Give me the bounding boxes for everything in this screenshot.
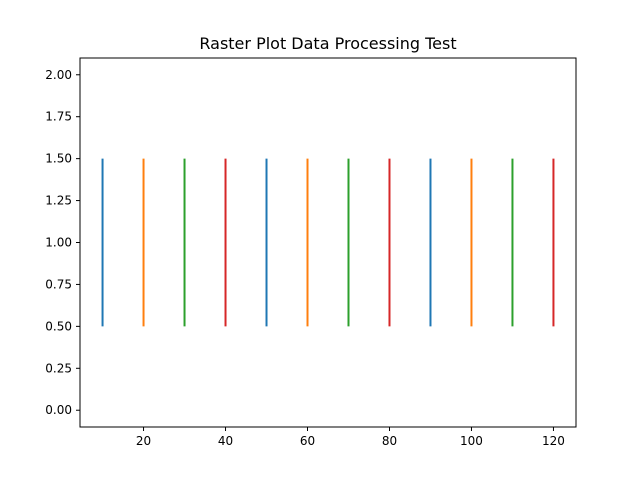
event-lines	[101, 158, 555, 327]
chart-title: Raster Plot Data Processing Test	[199, 34, 456, 53]
y-tick-label: 0.00	[45, 403, 72, 417]
y-tick-label: 1.50	[45, 152, 72, 166]
y-tick-label: 1.25	[45, 194, 72, 208]
y-tick-label: 0.50	[45, 319, 72, 333]
x-tick-label: 60	[300, 434, 315, 448]
plot-frame	[79, 57, 577, 428]
x-tick-label: 80	[382, 434, 397, 448]
x-tick-label: 120	[542, 434, 565, 448]
x-tick-label: 20	[136, 434, 151, 448]
x-axis-ticks: 20 40 60 80 100 120	[136, 427, 565, 448]
y-tick-label: 0.25	[45, 361, 72, 375]
y-tick-label: 1.00	[45, 236, 72, 250]
y-tick-label: 0.75	[45, 277, 72, 291]
y-tick-label: 1.75	[45, 110, 72, 124]
y-axis-ticks: 0.00 0.25 0.50 0.75 1.00 1.25 1.50 1.75 2.00	[45, 68, 80, 417]
x-tick-label: 40	[218, 434, 233, 448]
x-tick-label: 100	[460, 434, 483, 448]
y-tick-label: 2.00	[45, 68, 72, 82]
